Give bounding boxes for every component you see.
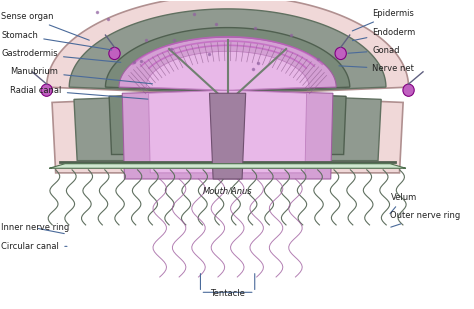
Polygon shape [49,164,406,168]
Text: Circular canal: Circular canal [1,242,67,251]
Ellipse shape [41,84,52,96]
Ellipse shape [335,47,346,60]
Text: Velum: Velum [390,193,417,214]
Text: Inner nerve ring: Inner nerve ring [1,223,70,234]
Text: Epidermis: Epidermis [352,9,414,31]
Polygon shape [46,0,409,173]
Text: Radial canal: Radial canal [10,86,148,99]
Text: Manubrium: Manubrium [10,67,153,84]
Text: Outer nerve ring: Outer nerve ring [391,211,461,227]
Text: Endoderm: Endoderm [353,28,416,40]
Polygon shape [119,37,336,179]
Text: Gonad: Gonad [348,46,400,55]
Text: Stomach: Stomach [1,31,112,50]
Polygon shape [69,9,386,161]
Polygon shape [105,28,350,154]
Text: Sense organ: Sense organ [1,12,89,40]
Text: Gastrodermis: Gastrodermis [1,49,121,62]
Text: Tentacle: Tentacle [210,289,245,298]
Ellipse shape [403,84,414,96]
Polygon shape [146,51,309,173]
Text: Mouth/Anus: Mouth/Anus [203,187,252,196]
Polygon shape [210,93,246,179]
Ellipse shape [109,47,120,60]
Text: Nerve net: Nerve net [339,64,414,73]
